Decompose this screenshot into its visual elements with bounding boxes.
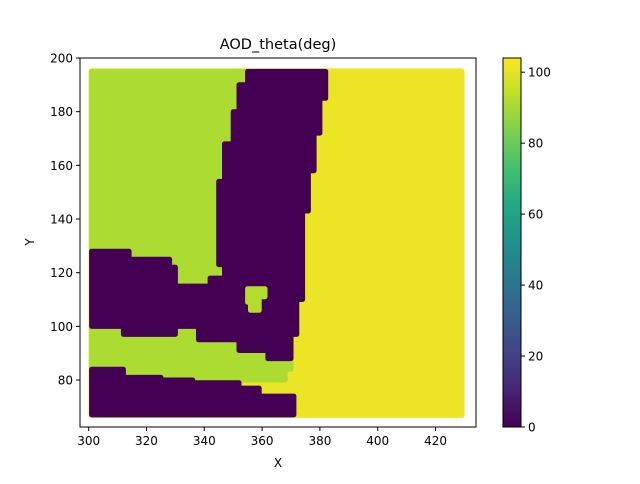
- chart-title: AOD_theta(deg): [220, 37, 337, 53]
- y-tick-label: 80: [58, 374, 73, 388]
- y-tick-label: 180: [50, 105, 73, 119]
- region-3: [89, 68, 329, 362]
- region-5: [245, 286, 268, 313]
- x-tick-label: 300: [77, 434, 100, 448]
- colorbar-ticks: 0 20 40 60 80 100: [521, 66, 551, 435]
- plot-frame: [79, 57, 477, 428]
- colorbar-tick-label: 100: [528, 66, 551, 80]
- x-tick-label: 340: [193, 434, 216, 448]
- colorbar: [503, 58, 521, 427]
- x-axis-label: X: [274, 456, 282, 470]
- colorbar-tick-label: 40: [528, 279, 543, 293]
- y-tick-label: 100: [50, 320, 73, 334]
- x-tick-label: 320: [135, 434, 158, 448]
- colorbar-frame: [502, 57, 522, 428]
- plot-area: [88, 68, 465, 418]
- x-tick-label: 360: [251, 434, 274, 448]
- colorbar-tick-label: 20: [528, 350, 543, 364]
- x-tick-label: 380: [308, 434, 331, 448]
- y-tick-label: 200: [50, 52, 73, 66]
- y-axis-label: Y: [23, 238, 37, 247]
- y-tick-label: 160: [50, 159, 73, 173]
- y-tick-label: 140: [50, 213, 73, 227]
- x-axis: 300 320 340 360 380 400 420: [77, 427, 447, 448]
- region-layer: [89, 68, 329, 418]
- x-tick-label: 400: [366, 434, 389, 448]
- y-axis: 80 100 120 140 160 180 200: [50, 52, 80, 388]
- colorbar-tick-label: 80: [528, 137, 543, 151]
- region-4: [89, 366, 297, 418]
- colorbar-tick-label: 0: [528, 421, 536, 435]
- y-tick-label: 120: [50, 266, 73, 280]
- x-tick-label: 420: [424, 434, 447, 448]
- colorbar-tick-label: 60: [528, 208, 543, 222]
